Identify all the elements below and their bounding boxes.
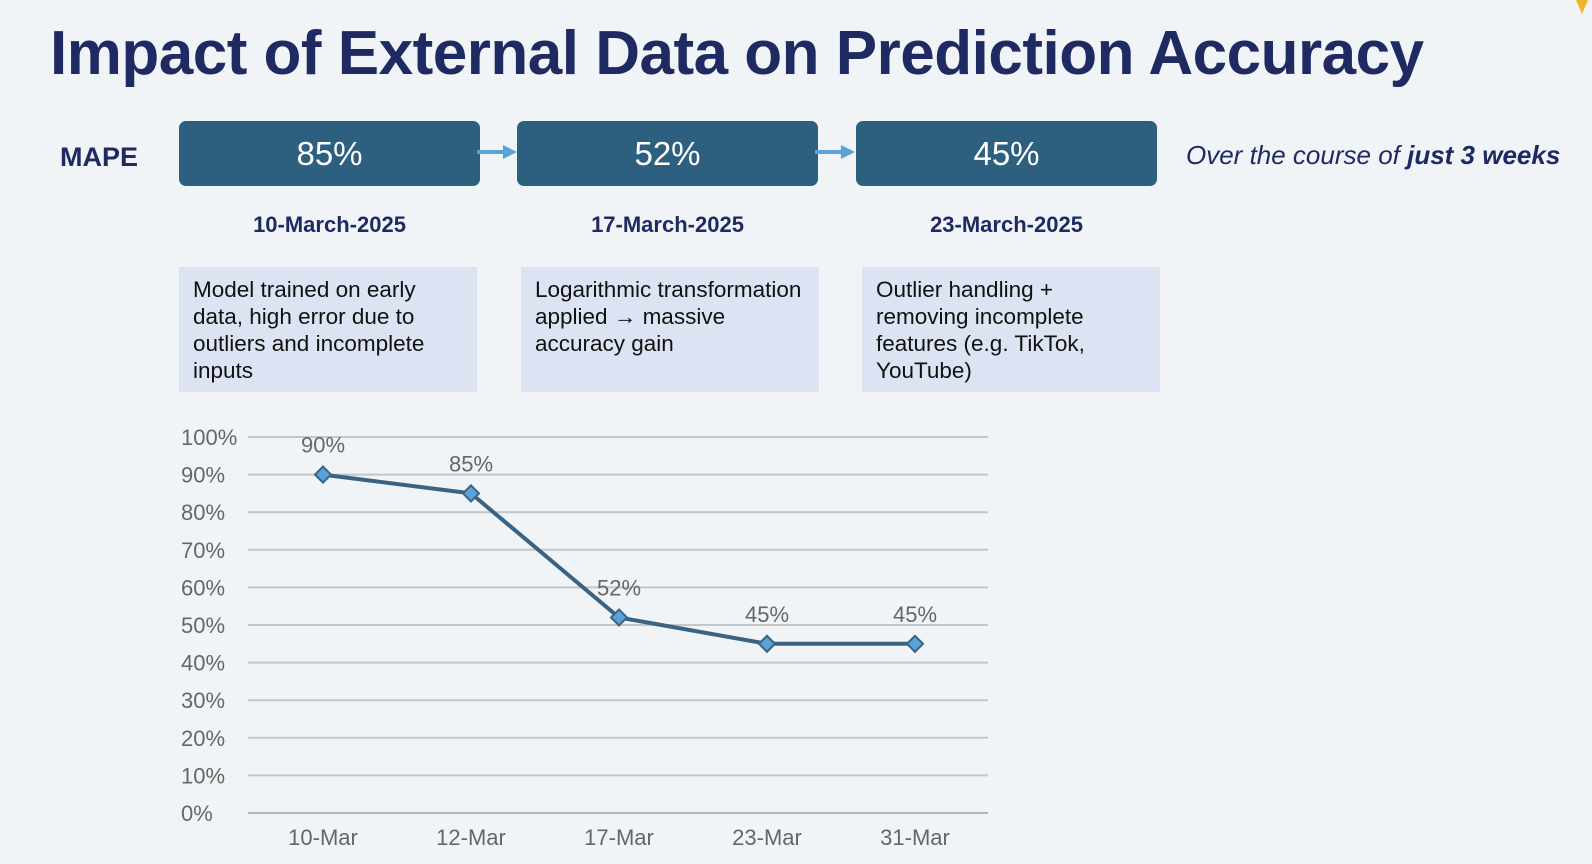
data-label: 90% [301,433,345,458]
kpi-box-2: 52% [517,121,818,186]
corner-marker-icon [1576,0,1588,14]
data-point-marker [313,465,333,485]
mape-label: MAPE [60,142,139,172]
y-tick-label: 20% [181,726,225,751]
kpi-date-3: 23-March-2025 [930,212,1083,237]
data-point-marker [461,483,481,503]
y-tick-label: 0% [181,801,213,826]
duration-note-emphasis: just 3 weeks [1407,140,1561,170]
y-tick-label: 30% [181,688,225,713]
duration-note: Over the course of just 3 weeks [1186,140,1560,171]
kpi-box-3: 45% [856,121,1157,186]
x-tick-label: 10-Mar [288,825,358,850]
kpi-date-2: 17-March-2025 [591,212,744,237]
x-tick-label: 17-Mar [584,825,654,850]
x-tick-label: 23-Mar [732,825,802,850]
y-tick-label: 80% [181,500,225,525]
data-label: 45% [893,602,937,627]
y-tick-label: 60% [181,575,225,600]
kpi-description-2: Logarithmic transformation applied → mas… [521,267,819,392]
y-tick-label: 70% [181,538,225,563]
data-label: 85% [449,451,493,476]
data-point-marker [757,634,777,654]
y-tick-label: 40% [181,651,225,676]
y-tick-label: 100% [181,425,237,450]
page-title: Impact of External Data on Prediction Ac… [50,19,1424,88]
data-point-marker [609,608,629,627]
x-tick-label: 31-Mar [880,825,950,850]
data-label: 52% [597,575,641,600]
kpi-date-1: 10-March-2025 [253,212,406,237]
data-point-marker [905,634,925,654]
kpi-box-1: 85% [179,121,480,186]
kpi-description-1: Model trained on early data, high error … [179,267,477,392]
duration-note-prefix: Over the course of [1186,140,1408,170]
y-tick-label: 10% [181,763,225,788]
arrow-right-icon [815,145,855,159]
y-tick-label: 90% [181,463,225,488]
x-tick-label: 12-Mar [436,825,506,850]
data-label: 45% [745,602,789,627]
kpi-description-3: Outlier handling + removing incomplete f… [862,267,1160,392]
y-tick-label: 50% [181,613,225,638]
arrow-right-icon [477,145,517,159]
